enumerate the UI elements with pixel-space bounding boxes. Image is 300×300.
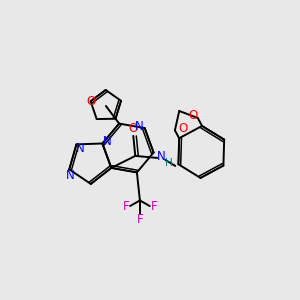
- Text: N: N: [66, 169, 75, 182]
- Text: F: F: [150, 200, 157, 212]
- Text: N: N: [76, 142, 85, 155]
- Text: F: F: [123, 200, 129, 212]
- Text: F: F: [136, 213, 143, 226]
- Text: N: N: [157, 150, 166, 164]
- Text: O: O: [188, 109, 197, 122]
- Text: O: O: [178, 122, 188, 135]
- Text: O: O: [129, 122, 138, 135]
- Text: N: N: [103, 135, 112, 148]
- Text: H: H: [165, 158, 173, 168]
- Text: N: N: [135, 120, 144, 133]
- Text: O: O: [86, 95, 95, 108]
